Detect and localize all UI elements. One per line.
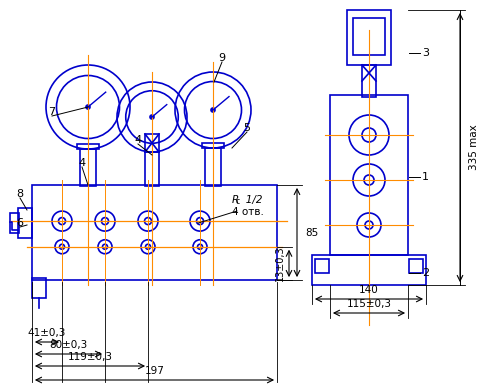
Text: 140: 140 — [359, 285, 379, 295]
Text: 7: 7 — [48, 107, 56, 117]
Text: 6: 6 — [16, 218, 24, 228]
Bar — [312, 255, 426, 285]
Text: 119±0,3: 119±0,3 — [68, 352, 112, 362]
Text: 41±0,3: 41±0,3 — [28, 328, 66, 338]
Bar — [202, 143, 224, 148]
Circle shape — [150, 115, 154, 119]
Bar — [145, 152, 159, 186]
Bar — [10, 213, 19, 233]
Text: 1: 1 — [422, 172, 429, 182]
Bar — [409, 259, 423, 273]
Text: 115±0,3: 115±0,3 — [346, 299, 392, 309]
Text: c: c — [236, 197, 240, 206]
Text: 13±0,3: 13±0,3 — [275, 246, 285, 281]
Text: 197: 197 — [144, 366, 165, 376]
Bar — [77, 144, 99, 149]
Bar — [145, 134, 159, 152]
Bar — [353, 18, 385, 55]
Text: 335 max: 335 max — [469, 125, 479, 170]
Bar — [347, 10, 391, 65]
Text: 4 отв.: 4 отв. — [232, 207, 264, 217]
Bar — [32, 278, 46, 298]
Text: 5: 5 — [244, 123, 250, 133]
Text: 4: 4 — [134, 135, 141, 145]
Bar — [330, 95, 408, 255]
Text: 4: 4 — [78, 158, 86, 168]
Circle shape — [86, 105, 90, 109]
Bar — [315, 259, 329, 273]
Text: 8: 8 — [16, 189, 24, 199]
Text: 80±0,3: 80±0,3 — [50, 340, 88, 350]
Bar — [32, 185, 277, 280]
Circle shape — [211, 108, 215, 112]
Text: 85: 85 — [305, 227, 318, 237]
Bar — [18, 208, 32, 238]
Bar — [80, 149, 96, 186]
Text: 9: 9 — [218, 53, 226, 63]
Text: 3: 3 — [422, 48, 429, 58]
Bar — [362, 65, 376, 97]
Bar — [205, 148, 221, 186]
Text: R  1/2: R 1/2 — [232, 195, 262, 205]
Text: 2: 2 — [422, 268, 429, 278]
